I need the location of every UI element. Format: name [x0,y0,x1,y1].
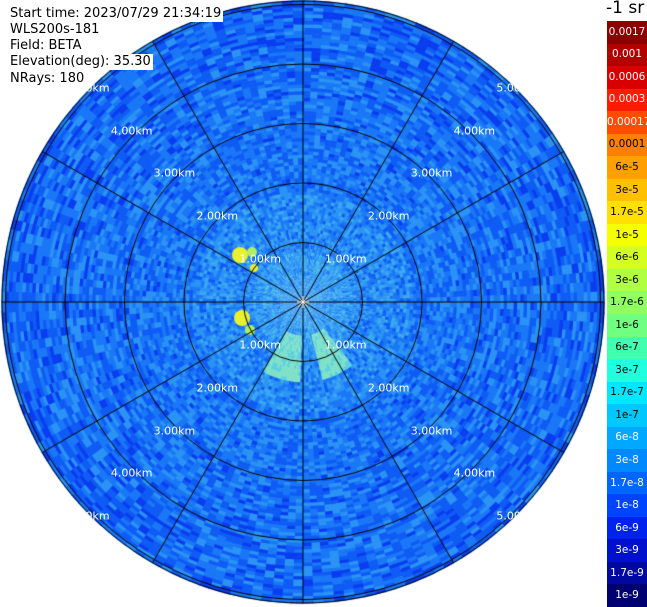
colorbar-swatch [607,133,647,157]
colorbar-swatch [607,223,647,247]
colorbar-label: 0.0003 [608,93,646,106]
colorbar-label: 3e-8 [615,454,639,466]
colorbar-label: 3e-5 [615,183,639,196]
colorbar-swatch [607,43,647,67]
colorbar-swatch [607,314,647,338]
colorbar-swatch [607,449,647,473]
colorbar-label: 1e-5 [615,228,639,241]
colorbar-swatch [607,584,647,607]
colorbar-label: 3e-7 [615,363,639,376]
colorbar-swatch [607,381,647,405]
range-ring-label: 4.00km [453,124,496,138]
range-ring-label: 3.00km [410,424,453,438]
colorbar-swatch [607,426,647,450]
range-ring-label: 2.00km [196,381,239,395]
colorbar-label: 3e-6 [615,273,639,286]
colorbar-swatch [607,494,647,518]
range-ring-label: 1.00km [325,252,367,266]
range-ring-label: 3.00km [153,424,196,438]
colorbar-label: 1.7e-8 [610,476,644,489]
range-ring-label: 2.00km [196,209,239,223]
colorbar-label: 6e-6 [615,251,639,264]
colorbar-label: 0.001 [611,48,643,61]
colorbar-swatch [607,246,647,270]
colorbar-label: 1e-7 [615,408,639,421]
range-ring-label: 5.00km [496,509,538,523]
colorbar-swatch [607,268,647,292]
range-ring-label: 5.00km [496,81,538,95]
range-ring-label: 4.00km [453,466,496,480]
colorbar-label: 0.00017 [607,115,647,128]
colorbar-swatch [607,291,647,315]
range-ring-label: 4.00km [110,466,153,480]
range-ring-label: 3.00km [153,166,196,180]
colorbar-swatch [607,178,647,202]
colorbar-swatch [607,539,647,563]
range-ring-label: 5.00km [68,509,110,523]
colorbar-label: 1.7e-5 [610,206,644,219]
colorbar-swatch [607,201,647,225]
colorbar-label: 1.7e-7 [610,386,644,399]
range-ring-label: 2.00km [367,381,410,395]
colorbar-label: 0.0001 [608,138,646,151]
colorbar-label: 1e-9 [615,589,639,602]
colorbar-swatch [607,404,647,428]
colorbar-label: 6e-9 [615,521,639,534]
range-ring-label: 3.00km [410,166,453,180]
range-ring-label: 1.00km [325,338,367,352]
colorbar-swatch [607,359,647,383]
colorbar-label: 1e-8 [615,499,639,512]
colorbar-swatch [607,561,647,585]
range-ring-label: 2.00km [367,209,410,223]
elevation-text: Elevation(deg): 35.30 [8,54,153,70]
colorbar-label: 1.7e-6 [610,296,644,309]
range-ring-label: 1.00km [239,252,281,266]
colorbar-swatch [607,336,647,360]
nrays-text: NRays: 180 [8,71,87,87]
colorbar-label: 0.0006 [608,70,646,83]
colorbar-swatch [607,111,647,135]
colorbar-swatch [607,156,647,180]
colorbar: 0.0017 0.001 0.0006 0.0003 0.00017 0.0001 6e-5… [607,21,647,607]
colorbar-title: -1 sr [606,0,645,18]
colorbar-label: 6e-7 [615,341,639,354]
colorbar-swatch [607,516,647,540]
colorbar-label: 0.0017 [608,25,646,38]
range-ring-label: 1.00km [239,338,281,352]
colorbar-label: 3e-9 [615,544,639,557]
colorbar-swatch [607,471,647,495]
colorbar-label: 6e-5 [615,161,639,173]
instrument-text: WLS200s-181 [8,22,102,38]
colorbar-label: 1e-6 [615,318,639,331]
start-time-text: Start time: 2023/07/29 21:34:19 [8,6,224,22]
colorbar-swatch [607,66,647,90]
colorbar-swatch [607,21,647,45]
colorbar-label: 6e-8 [615,431,639,444]
colorbar-swatch [607,88,647,112]
field-text: Field: BETA [8,38,84,54]
colorbar-label: 1.7e-9 [610,566,644,579]
range-ring-label: 4.00km [110,124,153,138]
